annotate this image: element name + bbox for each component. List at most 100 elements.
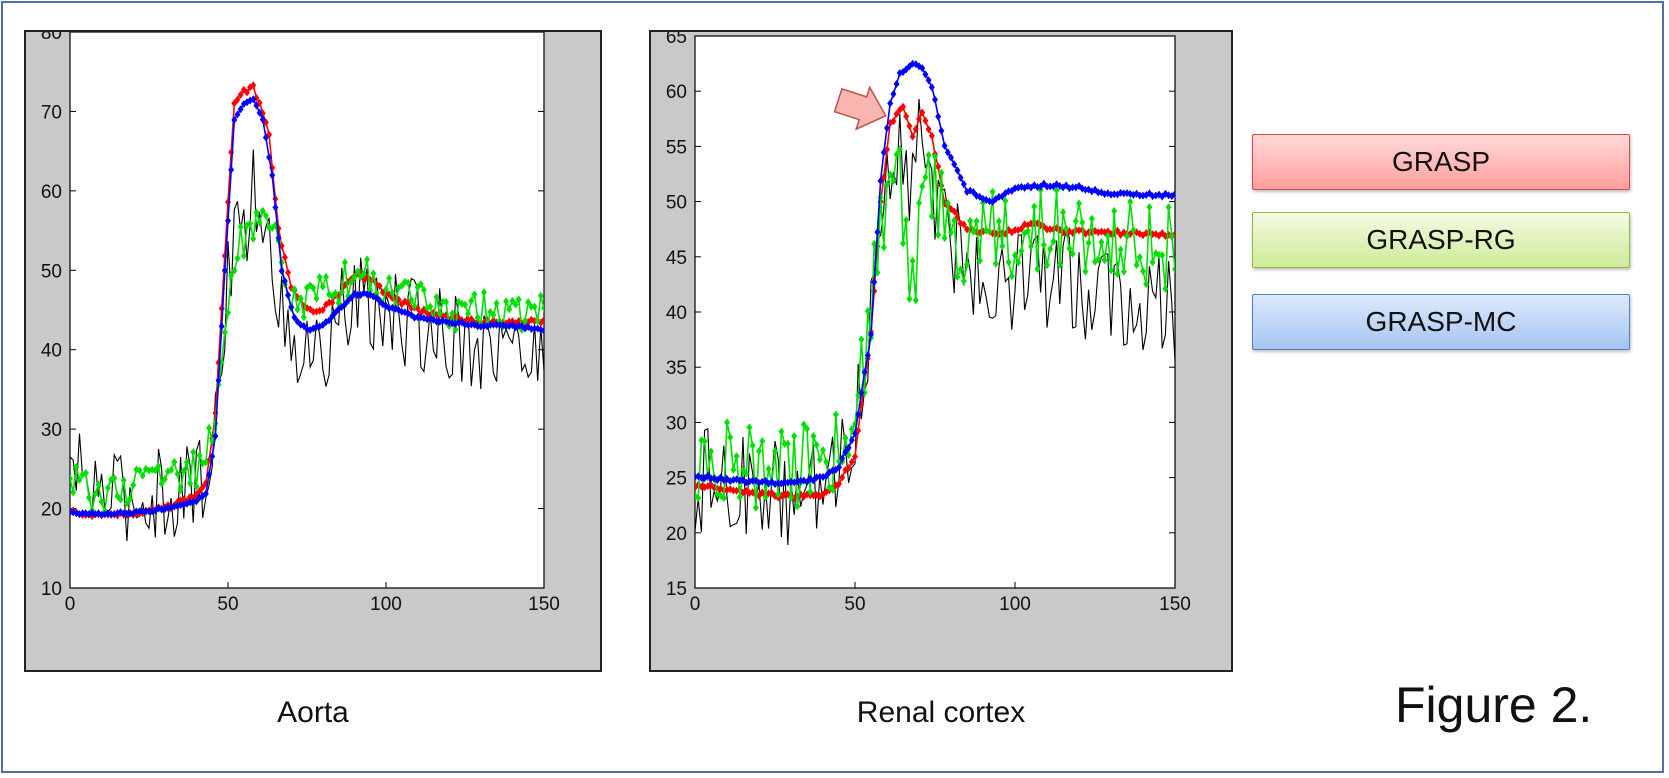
data-point-grasp_rg (531, 302, 538, 311)
data-point-grasp (288, 283, 295, 292)
data-point-grasp_rg (948, 228, 954, 237)
data-point-grasp_mc (528, 324, 535, 333)
data-point-grasp_rg (954, 272, 961, 281)
renal-cortex-chart: 0 50 100 150 15 20 25 30 35 40 45 50 55 60 65 (666, 32, 1191, 615)
data-point-grasp_mc (868, 330, 874, 339)
data-point-grasp_mc (698, 473, 705, 482)
data-point-grasp_mc (341, 300, 348, 309)
x-tick-label: 0 (690, 594, 701, 615)
data-point-grasp_rg (794, 502, 801, 511)
data-point-grasp_rg (810, 432, 817, 441)
data-point-grasp_mc (839, 454, 846, 463)
aorta-chart: 0 50 100 150 10 20 30 40 50 60 70 80 (41, 32, 560, 615)
data-point-grasp_rg (411, 302, 418, 311)
y-tick-label: 65 (666, 32, 687, 48)
data-point-grasp_rg (935, 230, 942, 239)
data-point-grasp_rg (1149, 258, 1156, 267)
data-point-grasp_rg (313, 294, 320, 303)
data-point-grasp_rg (708, 447, 714, 456)
data-point-grasp_rg (541, 304, 544, 313)
data-point-grasp_rg (130, 481, 137, 490)
data-point-grasp_rg (746, 423, 753, 432)
y-tick-label: 60 (41, 182, 62, 203)
data-point-grasp_rg (861, 388, 868, 397)
data-point-grasp_mc (797, 476, 804, 485)
data-point-grasp_rg (262, 211, 269, 220)
x-tick-label: 50 (844, 594, 865, 615)
data-point-grasp_mc (237, 105, 244, 114)
data-point-grasp_rg (1079, 218, 1086, 227)
data-point-grasp (468, 314, 475, 323)
data-point-grasp_rg (480, 288, 487, 297)
data-point-grasp_rg (490, 311, 497, 320)
data-point-grasp_mc (871, 278, 878, 287)
data-point-grasp_rg (1050, 237, 1057, 246)
data-point-grasp_rg (1060, 208, 1066, 217)
data-point-grasp_rg (452, 325, 459, 334)
data-point-grasp (243, 88, 250, 97)
data-point-grasp (237, 90, 244, 99)
data-point-grasp (839, 473, 846, 482)
data-point-grasp_rg (193, 482, 200, 491)
data-point-grasp (262, 118, 269, 127)
data-point-grasp_mc (209, 452, 216, 461)
data-point-grasp_mc (1146, 189, 1153, 198)
aorta-series-grasp_mc (70, 95, 544, 520)
data-point-grasp (912, 125, 919, 134)
data-point-grasp (836, 479, 842, 488)
data-point-grasp_rg (351, 273, 358, 282)
data-point-grasp_mc (858, 388, 865, 397)
data-point-grasp_mc (275, 233, 282, 242)
data-point-grasp_mc (695, 472, 702, 481)
data-point-grasp_mc (775, 479, 782, 488)
data-point-grasp_mc (1088, 187, 1095, 196)
x-tick-label: 100 (370, 594, 402, 615)
data-point-grasp (1098, 227, 1105, 236)
data-point-grasp_rg (999, 242, 1006, 251)
data-point-grasp_rg (1072, 217, 1079, 226)
data-point-grasp_rg (1127, 197, 1134, 206)
x-tick-label: 100 (999, 594, 1031, 615)
data-point-grasp_rg (893, 150, 900, 159)
data-point-grasp_rg (967, 216, 974, 225)
data-point-grasp_rg (1088, 214, 1095, 223)
data-point-grasp_mc (1152, 191, 1159, 200)
data-point-grasp_mc (1104, 189, 1111, 198)
data-point-grasp_rg (906, 294, 913, 303)
data-point-grasp_rg (890, 176, 897, 185)
x-tick-label: 50 (217, 594, 238, 615)
data-point-grasp_rg (1015, 258, 1022, 267)
data-point-grasp_rg (1159, 251, 1166, 260)
data-point-grasp_rg (465, 309, 472, 318)
data-point-grasp (900, 102, 906, 111)
data-point-grasp_mc (1050, 182, 1057, 191)
data-point-grasp_mc (842, 448, 849, 457)
data-point-grasp_mc (193, 497, 200, 506)
data-point-grasp_rg (512, 300, 519, 309)
data-point-grasp_rg (1018, 246, 1025, 255)
data-point-grasp_rg (221, 328, 228, 337)
data-point-grasp_mc (922, 70, 929, 79)
data-point-grasp_rg (772, 447, 778, 456)
renal-cortex-series-raw (695, 98, 1175, 546)
data-point-grasp_rg (986, 227, 993, 236)
data-point-grasp_mc (823, 471, 830, 480)
data-point-grasp_rg (932, 152, 938, 161)
data-point-grasp_rg (70, 488, 77, 497)
data-point-grasp_rg (749, 441, 756, 450)
y-tick-label: 30 (666, 413, 687, 434)
data-point-grasp_mc (278, 267, 285, 276)
data-point-grasp (903, 112, 910, 121)
data-point-grasp_rg (360, 269, 367, 278)
data-point-grasp_rg (322, 272, 329, 281)
y-tick-label: 35 (666, 358, 687, 379)
data-point-grasp_mc (852, 429, 858, 438)
data-point-grasp_rg (1136, 253, 1143, 262)
data-point-grasp (759, 488, 766, 497)
data-point-grasp_rg (152, 466, 159, 475)
data-point-grasp_mc (262, 133, 269, 142)
data-point-grasp_rg (180, 467, 187, 476)
data-point-grasp_rg (1008, 272, 1015, 281)
data-point-grasp_rg (695, 493, 702, 502)
data-point-grasp_mc (906, 62, 913, 71)
